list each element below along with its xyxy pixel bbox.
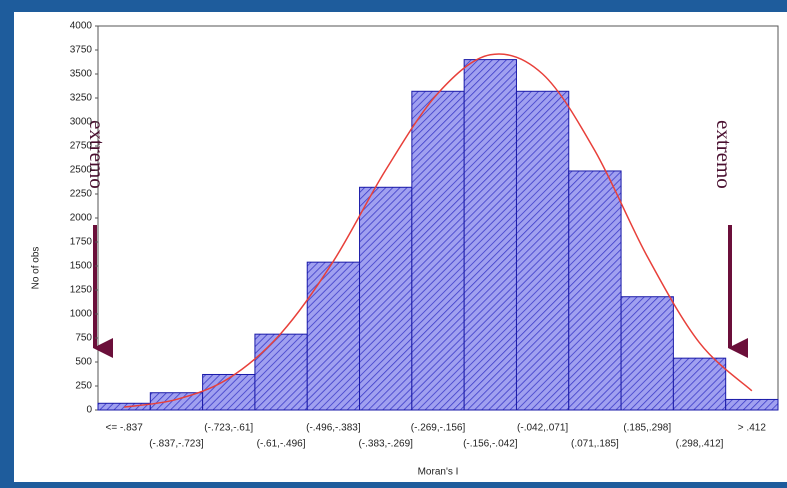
bar bbox=[411, 90, 465, 411]
y-tick-label: 0 bbox=[86, 405, 92, 416]
y-tick-label: 4000 bbox=[70, 21, 93, 32]
annotation: extremo bbox=[85, 120, 109, 189]
x-tick-label: (-.723,-.61] bbox=[204, 423, 253, 434]
bar bbox=[306, 261, 361, 411]
annotation: extremo bbox=[712, 120, 736, 189]
x-tick-label: (-.269,-.156] bbox=[411, 423, 466, 434]
y-tick-label: 3500 bbox=[70, 69, 93, 80]
y-tick-label: 1500 bbox=[70, 261, 93, 272]
x-tick-label: <= -.837 bbox=[106, 423, 144, 434]
y-tick-label: 2000 bbox=[70, 213, 93, 224]
y-axis-label: No of obs bbox=[31, 247, 42, 290]
bar bbox=[254, 333, 308, 411]
x-tick-label: (-.383,-.269] bbox=[358, 439, 413, 450]
y-tick-label: 500 bbox=[75, 357, 92, 368]
x-tick-label: (.185,.298] bbox=[623, 423, 671, 434]
x-tick-label: (-.61,-.496] bbox=[257, 439, 306, 450]
x-tick-label: (-.156,-.042] bbox=[463, 439, 518, 450]
bar bbox=[568, 170, 622, 411]
y-tick-label: 250 bbox=[75, 381, 92, 392]
x-tick-label: (.071,.185] bbox=[571, 439, 619, 450]
y-tick-label: 2500 bbox=[70, 165, 93, 176]
y-tick-label: 750 bbox=[75, 333, 92, 344]
fit-curve bbox=[124, 53, 753, 408]
y-tick-label: 2750 bbox=[70, 141, 93, 152]
bar bbox=[515, 90, 570, 411]
x-tick-label: > .412 bbox=[738, 423, 767, 434]
y-tick-label: 3750 bbox=[70, 45, 93, 56]
y-tick-label: 3250 bbox=[70, 93, 93, 104]
bar bbox=[202, 373, 256, 411]
bar bbox=[672, 357, 727, 411]
bar bbox=[725, 398, 779, 411]
bar bbox=[359, 186, 413, 411]
x-tick-label: (-.042,.071] bbox=[517, 423, 568, 434]
y-tick-label: 1250 bbox=[70, 285, 93, 296]
y-tick-label: 1750 bbox=[70, 237, 93, 248]
bar bbox=[463, 59, 517, 411]
x-tick-label: (.298,.412] bbox=[676, 439, 724, 450]
bar bbox=[149, 392, 204, 411]
x-axis-label: Moran's I bbox=[418, 467, 459, 478]
y-tick-label: 1000 bbox=[70, 309, 93, 320]
y-tick-label: 2250 bbox=[70, 189, 93, 200]
y-tick-label: 3000 bbox=[70, 117, 93, 128]
x-tick-label: (-.496,-.383] bbox=[306, 423, 361, 434]
x-tick-label: (-.837,-.723] bbox=[149, 439, 204, 450]
bar bbox=[620, 296, 674, 411]
